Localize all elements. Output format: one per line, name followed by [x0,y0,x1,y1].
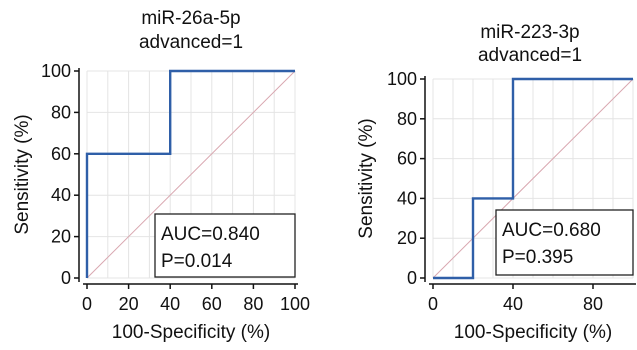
y-axis-label: Sensitivity (%) [12,114,33,234]
y-tick-label: 20 [51,227,71,247]
x-tick-label: 40 [160,294,180,314]
chart-subtitle: advanced=1 [139,32,243,53]
y-tick-label: 40 [51,185,71,205]
p-value: P=0.014 [161,251,233,272]
auc-annotation: AUC=0.680 P=0.395 [495,209,634,276]
y-tick-label: 80 [397,109,417,129]
x-tick-label: 40 [503,294,523,314]
reference-line [432,78,634,279]
y-tick-label: 80 [51,102,71,122]
y-tick-label: 100 [387,69,417,89]
y-tick-label: 60 [51,144,71,164]
x-tick-label: 20 [119,294,139,314]
auc-value: AUC=0.680 [502,220,601,241]
x-tick-label: 0 [82,294,92,314]
x-tick-label: 100 [280,294,310,314]
roc-panel-1: 0 20 40 60 80 100 0 20 40 60 80 100 miR-26a-5p advanc… [12,8,310,343]
chart-title: miR-223-3p [480,22,579,43]
roc-curve [85,69,295,278]
x-axis-label: 100-Specificity (%) [112,322,270,343]
y-axis-label: Sensitivity (%) [356,118,377,238]
y-tick-label: 60 [397,149,417,169]
grid [432,78,634,279]
y-tick-label: 0 [407,268,417,288]
chart-subtitle: advanced=1 [478,45,582,66]
auc-value: AUC=0.840 [161,224,260,245]
auc-box [495,209,634,276]
y-tick-label: 0 [61,268,71,288]
y-tick-label: 20 [397,228,417,248]
auc-box [154,213,296,278]
p-value: P=0.395 [502,247,573,268]
chart-title: miR-26a-5p [141,8,240,29]
x-tick-label: 0 [428,294,438,314]
x-tick-label: 80 [583,294,603,314]
reference-line [86,70,296,279]
x-tick-label: 60 [202,294,222,314]
auc-annotation: AUC=0.840 P=0.014 [154,213,296,278]
y-tick-label: 100 [41,61,71,81]
y-tick-label: 40 [397,188,417,208]
x-axis-label: 100-Specificity (%) [454,322,612,343]
roc-curve [433,77,633,280]
x-tick-label: 80 [243,294,263,314]
